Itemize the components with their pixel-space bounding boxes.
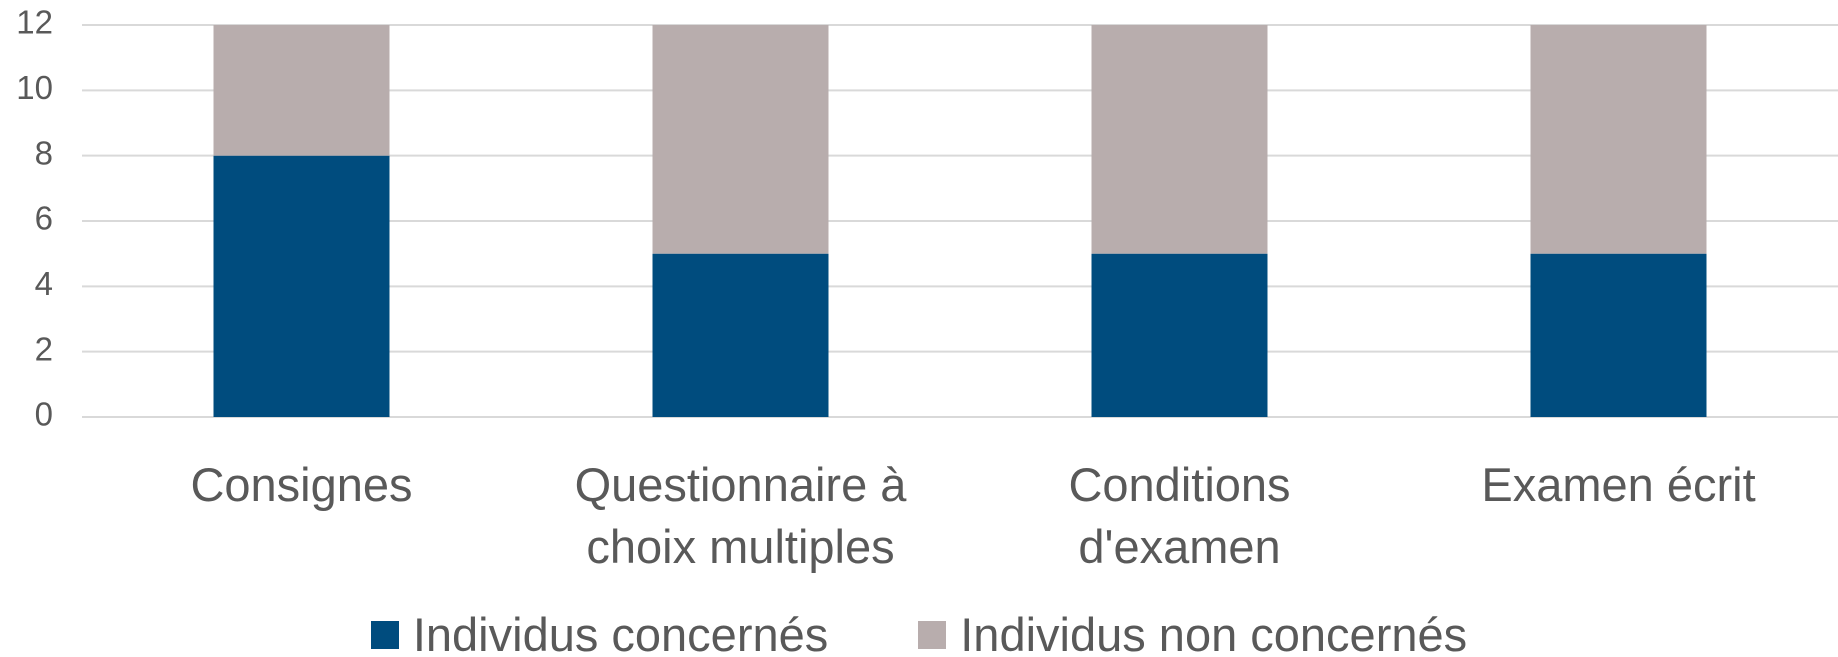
x-tick-label: Consignes	[190, 458, 413, 511]
y-tick-label: 4	[35, 265, 53, 302]
bar-segment	[213, 25, 390, 156]
bar-segment	[1091, 25, 1268, 254]
legend: Individus concernés Individus non concern…	[0, 607, 1838, 657]
y-tick-label: 2	[35, 330, 53, 367]
bar-segment	[213, 155, 390, 417]
y-tick-label: 8	[35, 134, 53, 171]
legend-swatch	[370, 621, 399, 649]
x-tick-label: Examen écrit	[1481, 458, 1756, 511]
bar-segment	[1530, 25, 1707, 254]
y-tick-label: 12	[16, 4, 53, 41]
bar-segment	[1091, 253, 1268, 417]
y-tick-label: 10	[16, 69, 53, 106]
y-tick-label: 0	[35, 396, 53, 433]
legend-label: Individus concernés	[412, 608, 829, 657]
legend-swatch	[918, 621, 947, 649]
x-tick-label: Conditions d'examen	[1068, 458, 1291, 573]
bar-segment	[1530, 253, 1707, 417]
legend-label: Individus non concernés	[960, 608, 1468, 657]
y-tick-label: 6	[35, 200, 53, 237]
x-tick-label: Questionnaire à choix multiples	[574, 458, 907, 573]
bar-segment	[652, 25, 829, 254]
legend-item: Individus non concernés	[918, 607, 1467, 657]
bar-segment	[652, 253, 829, 417]
legend-item: Individus concernés	[370, 607, 829, 657]
